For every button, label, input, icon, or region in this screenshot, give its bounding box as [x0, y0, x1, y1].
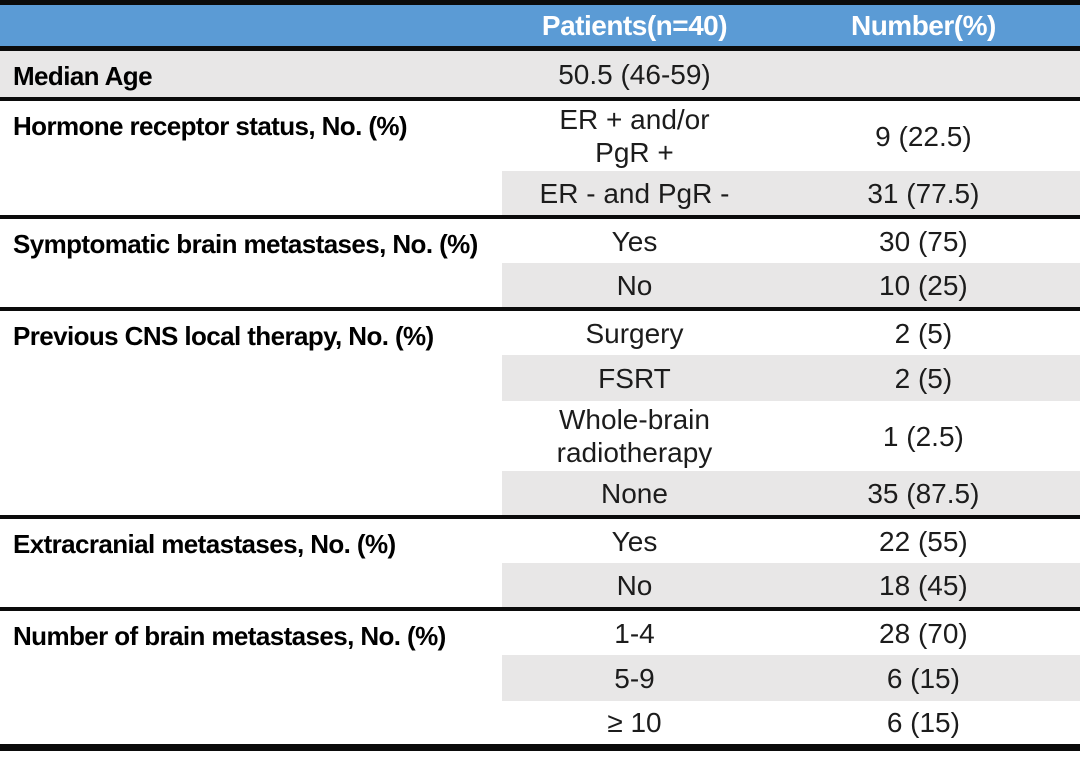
- section-previous-cns-local-therapy-no: Previous CNS local therapy, No. (%) Surge…: [0, 309, 1080, 517]
- table-row: No 10 (25): [0, 263, 1080, 309]
- number-percent-cell: 22 (55): [879, 525, 968, 557]
- number-percent-cell: 35 (87.5): [766, 471, 1080, 517]
- category-value-cell: Yes: [611, 525, 658, 557]
- table-row: Number of brain metastases, No. (%) 1-4 28…: [0, 609, 1080, 747]
- number-percent-cell: 2 (5): [894, 317, 953, 349]
- category-value-cell: No: [502, 563, 767, 609]
- number-percent-cell: 2 (5): [766, 355, 1080, 401]
- row-label: Number of brain metastases, No. (%): [0, 609, 503, 747]
- row-label: Previous CNS local therapy, No. (%): [0, 309, 503, 517]
- table-row: Symptomatic brain metastases, No. (%) Yes…: [0, 217, 1080, 309]
- table-row: Extracranial metastases, No. (%) Yes 22 (5…: [0, 517, 1080, 609]
- table-row: 5-9 6 (15): [0, 655, 1080, 701]
- number-percent-cell: 28 (70): [879, 617, 968, 649]
- row-label: Median Age: [0, 48, 503, 99]
- category-value-cell: ER + and/or PgR +: [559, 104, 710, 168]
- patient-characteristics-table: Patients(n=40) Number(%) Median Age 50.5 …: [0, 0, 1080, 751]
- section-symptomatic-brain-metastases-no: Symptomatic brain metastases, No. (%) Yes…: [0, 217, 1080, 309]
- category-value-cell: 1-4: [614, 617, 655, 649]
- section-median-age: Median Age 50.5 (46-59): [0, 48, 1080, 99]
- category-value-cell: No: [502, 263, 767, 309]
- table-row: Whole-brain radiotherapy 1 (2.5): [0, 401, 1080, 471]
- category-value-cell: 50.5 (46-59): [502, 48, 767, 99]
- category-value-cell: None: [502, 471, 767, 517]
- row-label: Extracranial metastases, No. (%): [0, 517, 503, 609]
- number-percent-cell: 18 (45): [766, 563, 1080, 609]
- category-value-cell: 5-9: [502, 655, 767, 701]
- number-percent-cell: [766, 48, 1080, 99]
- number-percent-cell: 30 (75): [879, 225, 968, 257]
- header-cell-number: Number(%): [850, 9, 996, 41]
- number-percent-cell: 6 (15): [886, 706, 960, 738]
- number-percent-cell: 9 (22.5): [875, 120, 972, 152]
- table-row: Previous CNS local therapy, No. (%) Surge…: [0, 309, 1080, 517]
- table-row: ≥ 10 6 (15): [0, 701, 1080, 747]
- category-value-cell: Surgery: [585, 317, 684, 349]
- section-number-of-brain-metastases-no: Number of brain metastases, No. (%) 1-4 28…: [0, 609, 1080, 747]
- number-percent-cell: 31 (77.5): [766, 171, 1080, 217]
- number-percent-cell: 6 (15): [766, 655, 1080, 701]
- table-row: None 35 (87.5): [0, 471, 1080, 517]
- header-row: Patients(n=40) Number(%): [0, 2, 1080, 49]
- category-value-cell: Whole-brain radiotherapy: [556, 404, 713, 468]
- table-header: Patients(n=40) Number(%): [0, 2, 1080, 49]
- table-row: Hormone receptor status, No. (%) ER + and…: [0, 99, 1080, 217]
- number-percent-cell: 1 (2.5): [882, 420, 964, 452]
- table-row: No 18 (45): [0, 563, 1080, 609]
- section-hormone-receptor-status-no: Hormone receptor status, No. (%) ER + and…: [0, 99, 1080, 217]
- category-value-cell: FSRT: [502, 355, 767, 401]
- header-cell-patients: Patients(n=40): [541, 9, 728, 41]
- section-extracranial-metastases-no: Extracranial metastases, No. (%) Yes 22 (5…: [0, 517, 1080, 609]
- header-cell-blank: [0, 3, 502, 49]
- table-row: ER - and PgR -31 (77.5): [0, 171, 1080, 217]
- row-label: Hormone receptor status, No. (%): [0, 99, 503, 217]
- category-value-cell: ER - and PgR -: [502, 171, 767, 217]
- category-value-cell: ≥ 10: [607, 706, 662, 738]
- number-percent-cell: 10 (25): [766, 263, 1080, 309]
- row-label: Symptomatic brain metastases, No. (%): [0, 217, 503, 309]
- category-value-cell: Yes: [611, 225, 658, 257]
- table-row: FSRT 2 (5): [0, 355, 1080, 401]
- table-row: Median Age 50.5 (46-59): [0, 48, 1080, 99]
